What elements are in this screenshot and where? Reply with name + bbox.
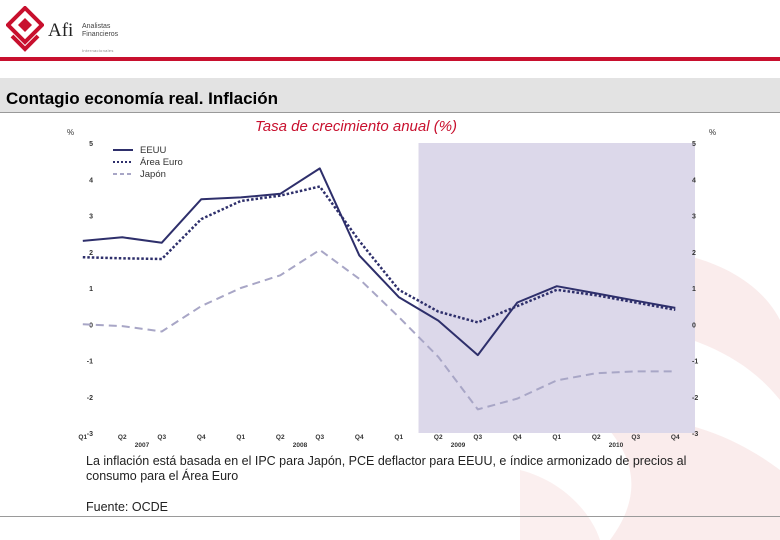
- y-tick-left: -2: [87, 395, 93, 402]
- x-tick-label: Q4: [355, 434, 364, 441]
- y-tick-left: 4: [89, 177, 93, 184]
- slide-title: Contagio economía real. Inflación: [6, 89, 279, 108]
- y-axis-unit-left: %: [67, 128, 74, 137]
- y-tick-right: 2: [692, 250, 696, 257]
- afi-logo: Afi Analistas Financieros Internacionale…: [5, 5, 136, 54]
- x-tick-label: Q1: [78, 434, 87, 441]
- y-tick-left: 0: [89, 322, 93, 329]
- legend-label: Japón: [140, 169, 166, 180]
- legend-label: Área Euro: [140, 157, 183, 168]
- y-tick-left: -3: [87, 431, 93, 438]
- x-tick-label: Q4: [513, 434, 522, 441]
- series-line-jap-n: [82, 248, 676, 411]
- y-tick-left: 1: [89, 286, 93, 293]
- x-tick-label: Q1: [552, 434, 561, 441]
- logo-subtitle: Analistas Financieros: [82, 23, 119, 38]
- y-tick-right: -2: [692, 395, 698, 402]
- x-tick-label: Q3: [157, 434, 166, 441]
- x-tick-label: Q1: [394, 434, 403, 441]
- y-tick-right: 3: [692, 214, 696, 221]
- y-tick-right: -1: [692, 359, 698, 366]
- y-tick-right: 4: [692, 177, 696, 184]
- header-accent-bar: [0, 57, 780, 61]
- title-divider: [0, 112, 780, 113]
- y-tick-right: 1: [692, 286, 696, 293]
- y-tick-right: 0: [692, 322, 696, 329]
- chart-source: Fuente: OCDE: [86, 500, 168, 514]
- x-tick-label: Q3: [473, 434, 482, 441]
- x-year-label: 2008: [293, 442, 308, 449]
- x-tick-label: Q1: [236, 434, 245, 441]
- forecast-shade: [418, 143, 695, 433]
- x-year-label: 2007: [135, 442, 150, 449]
- logo-wordmark: Afi: [48, 20, 74, 41]
- title-band: [0, 78, 780, 112]
- series-line--rea-euro: [82, 185, 676, 324]
- y-tick-left: 5: [89, 141, 93, 148]
- y-tick-right: -3: [692, 431, 698, 438]
- y-tick-left: 3: [89, 214, 93, 221]
- footer-divider: [0, 516, 780, 517]
- y-tick-left: 2: [89, 250, 93, 257]
- y-tick-left: -1: [87, 359, 93, 366]
- inflation-chart: % %5 54 43 32 21 10 0-1 -1-2 -2-3 -3Q1 Q2 Q3 Q4 Q1 Q2 Q3…: [67, 128, 716, 449]
- legend-label: EEUU: [140, 145, 167, 156]
- x-tick-label: Q2: [434, 434, 443, 441]
- x-tick-label: Q2: [118, 434, 127, 441]
- x-tick-label: Q4: [671, 434, 680, 441]
- y-tick-right: 5: [692, 141, 696, 148]
- x-tick-label: Q2: [592, 434, 601, 441]
- afi-logo-mark-icon: [5, 5, 45, 52]
- x-year-label: 2009: [451, 442, 466, 449]
- x-tick-label: Q2: [276, 434, 285, 441]
- x-tick-label: Q4: [197, 434, 206, 441]
- x-tick-label: Q3: [631, 434, 640, 441]
- x-year-label: 2010: [609, 442, 624, 449]
- series-line-eeuu: [82, 167, 676, 357]
- chart-title: Tasa de crecimiento anual (%): [255, 118, 458, 135]
- x-tick-label: Q3: [315, 434, 324, 441]
- y-axis-unit-right: %: [709, 128, 716, 137]
- logo-subtitle-small: Internacionales: [82, 48, 114, 53]
- chart-note: La inflación está basada en el IPC para …: [86, 454, 687, 483]
